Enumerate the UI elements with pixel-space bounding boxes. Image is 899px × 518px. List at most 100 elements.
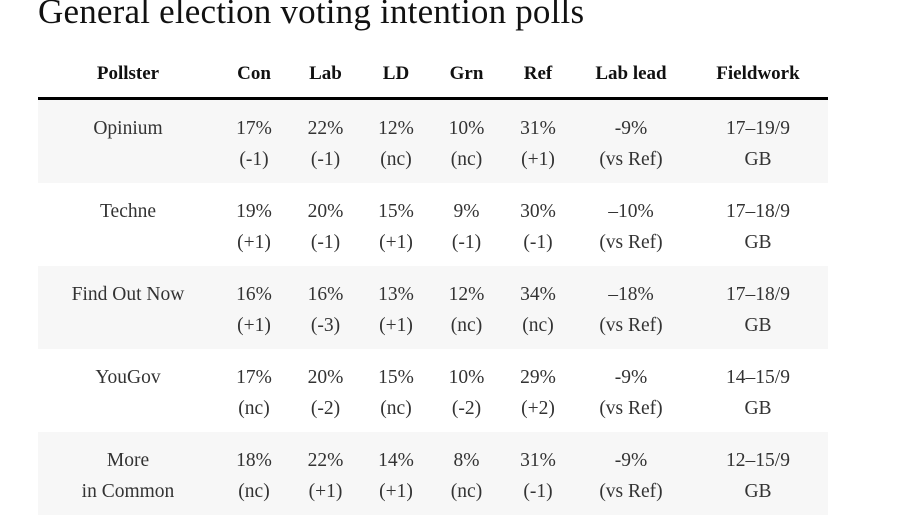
cell-pollster: More in Common [38,432,218,515]
ld-line: 13% [378,284,414,305]
cell-ld: 14% (+1) [361,432,431,515]
column-header-lab-lead: Lab lead [574,50,688,100]
ref-line: 34% [520,284,556,305]
cell-pollster: Find Out Now [38,266,218,349]
grn-line: 12% [448,284,485,305]
con-line: (nc) [238,481,270,502]
lead-line: (vs Ref) [599,398,663,419]
grn-line: (nc) [450,315,483,336]
lead-line: –18% [608,284,654,305]
page-title: General election voting intention polls [38,0,585,31]
con-line: (nc) [238,398,270,419]
lead-line: -9% [614,118,648,139]
cell-ref: 30% (-1) [502,183,574,266]
lab-line: 22% [307,450,344,471]
cell-ref: 34% (nc) [502,266,574,349]
fieldwork-line: 14–15/9 [726,367,790,388]
fieldwork-line: 17–19/9 [726,118,790,139]
cell-ref: 29% (+2) [502,349,574,432]
cell-grn: 9% (-1) [431,183,502,266]
cell-lab: 22% (-1) [290,98,361,183]
cell-ref: 31% (+1) [502,98,574,183]
cell-lab: 20% (-2) [290,349,361,432]
cell-con: 17% (-1) [218,98,290,183]
fieldwork-line: GB [744,232,772,253]
ld-line: 15% [378,201,414,222]
con-line: (-1) [239,149,269,170]
lab-line: (-1) [310,149,341,170]
ld-line: (+1) [379,232,413,253]
ld-line: 14% [378,450,414,471]
grn-line: 10% [448,367,485,388]
con-line: 17% [236,118,272,139]
cell-ld: 15% (nc) [361,349,431,432]
cell-pollster: Techne [38,183,218,266]
column-header-con: Con [218,50,290,100]
ld-line: 12% [378,118,414,139]
cell-lead: -9% (vs Ref) [574,349,688,432]
pollster-line: Find Out Now [71,284,185,305]
cell-fieldwork: 17–18/9 GB [688,183,828,266]
con-line: 17% [236,367,272,388]
cell-grn: 8% (nc) [431,432,502,515]
lab-line: 20% [307,367,344,388]
ref-line: 30% [520,201,556,222]
ld-line: (+1) [379,481,413,502]
table-row: Opinium 17% (-1) 22% (-1) 12% (nc) 10% (nc) 31% (+… [38,98,828,183]
lead-line: -9% [614,367,648,388]
pollster-line: More [106,450,150,471]
cell-con: 19% (+1) [218,183,290,266]
ld-line: (nc) [380,398,412,419]
cell-con: 17% (nc) [218,349,290,432]
ref-line: 31% [520,450,556,471]
con-line: 18% [236,450,272,471]
fieldwork-line: GB [744,315,772,336]
cell-lab: 16% (-3) [290,266,361,349]
fieldwork-line: GB [744,481,772,502]
cell-ref: 31% (-1) [502,432,574,515]
column-header-pollster: Pollster [38,50,218,100]
grn-line: 10% [448,118,485,139]
cell-grn: 10% (nc) [431,98,502,183]
cell-fieldwork: 17–18/9 GB [688,266,828,349]
grn-line: 8% [453,450,480,471]
ref-line: (+2) [521,398,555,419]
lab-line: (-2) [310,398,341,419]
ld-line: 15% [378,367,414,388]
cell-lead: –18% (vs Ref) [574,266,688,349]
cell-ld: 15% (+1) [361,183,431,266]
grn-line: (nc) [450,481,483,502]
cell-fieldwork: 12–15/9 GB [688,432,828,515]
lead-line: (vs Ref) [599,481,663,502]
lead-line: (vs Ref) [599,232,663,253]
cell-lab: 22% (+1) [290,432,361,515]
lab-line: (-3) [310,315,341,336]
table-row: YouGov 17% (nc) 20% (-2) 15% (nc) 10% (-2) 29% (+2… [38,349,828,432]
cell-lab: 20% (-1) [290,183,361,266]
cell-grn: 12% (nc) [431,266,502,349]
grn-line: (-1) [451,232,482,253]
grn-line: (nc) [450,149,483,170]
cell-lead: –10% (vs Ref) [574,183,688,266]
fieldwork-line: 12–15/9 [726,450,790,471]
cell-lead: -9% (vs Ref) [574,432,688,515]
lab-line: 20% [307,201,344,222]
column-header-ld: LD [361,50,431,100]
grn-line: (-2) [451,398,482,419]
ref-line: (nc) [522,315,554,336]
table-row: More in Common 18% (nc) 22% (+1) 14% (+1) 8% (nc)… [38,432,828,515]
pollster-line: in Common [81,481,175,502]
cell-lead: -9% (vs Ref) [574,98,688,183]
cell-grn: 10% (-2) [431,349,502,432]
table-row: Find Out Now 16% (+1) 16% (-3) 13% (+1) 12% (nc)… [38,266,828,349]
lead-line: –10% [608,201,654,222]
lead-line: (vs Ref) [599,149,663,170]
cell-ld: 12% (nc) [361,98,431,183]
ref-line: (+1) [521,149,555,170]
pollster-line: Techne [99,201,156,222]
lab-line: 22% [307,118,344,139]
con-line: 19% [236,201,272,222]
con-line: 16% [236,284,272,305]
cell-pollster: Opinium [38,98,218,183]
column-header-fieldwork: Fieldwork [688,50,828,100]
